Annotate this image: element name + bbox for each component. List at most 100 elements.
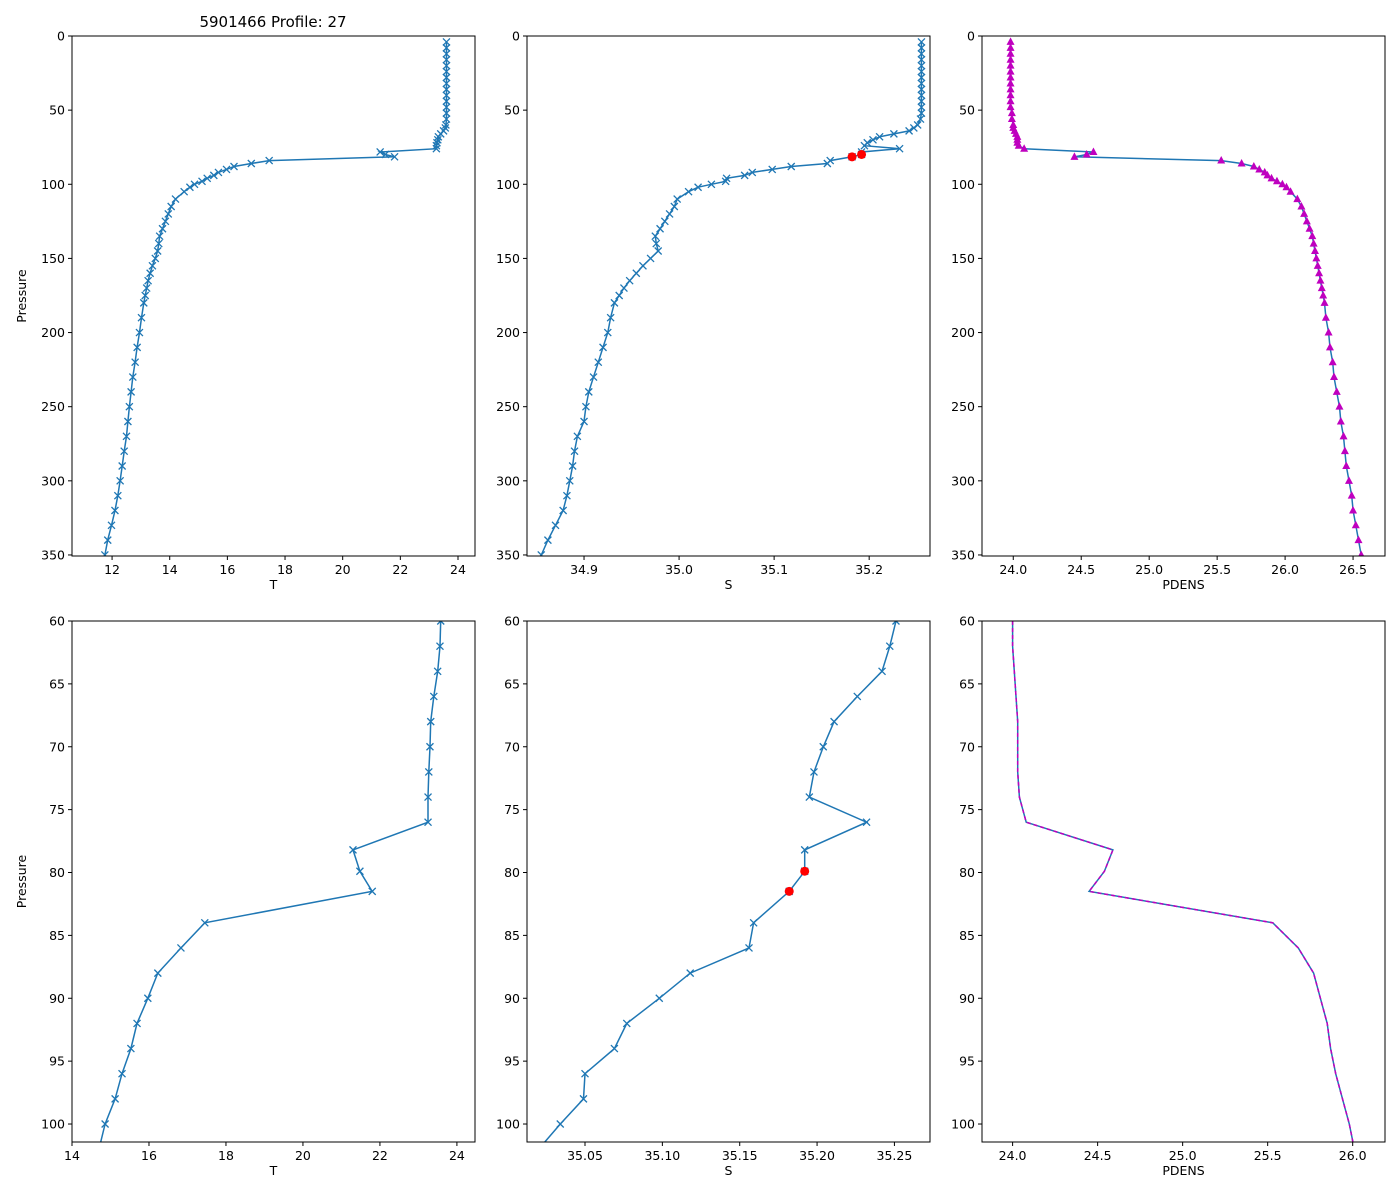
data-point-marker: [442, 61, 451, 70]
x-axis-label: PDENS: [1162, 577, 1204, 592]
data-point-marker: [203, 174, 212, 183]
data-point-marker: [198, 177, 206, 186]
data-point-marker: [436, 621, 445, 625]
data-point-marker: [442, 85, 451, 94]
x-tick-label: 12: [104, 562, 120, 577]
data-point-marker: [768, 165, 777, 174]
data-point-marker: [632, 269, 641, 278]
data-point-marker: [1336, 417, 1345, 425]
data-point-marker: [133, 343, 142, 352]
data-point-marker: [748, 168, 757, 177]
data-point-marker: [917, 85, 926, 94]
panel-3-t: 14 16 18 20 22 24 60 65 70 75 80 85 90 95 100 T Pressure: [14, 614, 476, 1178]
data-point-marker: [684, 187, 693, 196]
axes-frame: [526, 35, 931, 557]
data-point-marker: [442, 79, 451, 88]
x-tick-label: 25.0: [1169, 1148, 1197, 1163]
data-point-marker: [349, 845, 357, 854]
data-point-marker: [133, 1019, 142, 1028]
data-point-marker: [1330, 372, 1339, 381]
x-tick-label: 25.0: [1135, 562, 1163, 577]
data-point-marker: [1006, 61, 1015, 69]
data-point-marker: [787, 162, 796, 171]
data-point-marker: [1006, 102, 1015, 111]
data-point-marker: [434, 132, 443, 141]
series-line-s: [540, 41, 923, 556]
data-point-marker: [1082, 149, 1091, 158]
data-point-marker: [1340, 446, 1349, 455]
x-tick-label: 16: [141, 1148, 157, 1163]
x-tick-label: 34.9: [570, 562, 598, 577]
plot-area: [1006, 37, 1365, 556]
series-line-pdens: [1011, 621, 1354, 1142]
panel-5-pdens: 24.0 24.5 25.0 25.5 26.0 60 65 70 75 80 85 90 95 100 P…: [951, 614, 1386, 1178]
y-tick-label: 90: [49, 991, 65, 1006]
data-point-marker: [426, 742, 434, 751]
y-tick-label: 75: [49, 802, 65, 817]
x-tick-label: 35.20: [799, 1148, 835, 1163]
data-point-marker: [1237, 159, 1246, 167]
data-point-marker: [579, 1094, 588, 1103]
data-point-marker: [1354, 535, 1363, 544]
x-tick-label: 20: [335, 562, 351, 577]
data-point-marker: [1272, 176, 1281, 185]
data-point-marker: [429, 692, 438, 701]
data-point-marker: [1325, 342, 1334, 351]
y-tick-label: 150: [41, 251, 65, 266]
data-point-marker: [442, 109, 451, 118]
data-point-marker: [122, 432, 131, 441]
data-point-marker: [570, 447, 579, 456]
series-line-dashed: [1011, 621, 1354, 1142]
data-point-marker: [1006, 43, 1015, 51]
data-point-marker: [180, 187, 189, 196]
data-point-marker: [1070, 152, 1079, 160]
chart-title: 5901466 Profile: 27: [199, 13, 346, 31]
data-point-marker: [917, 79, 926, 88]
series-line-t: [99, 621, 442, 1142]
plot-area: [99, 621, 445, 1142]
y-tick-label: 100: [41, 1117, 65, 1132]
data-point-marker: [1313, 261, 1322, 269]
data-point-marker: [619, 284, 628, 293]
y-tick-label: 65: [959, 676, 975, 691]
x-tick-label: 26.5: [1339, 562, 1367, 577]
x-tick-label: 35.10: [644, 1148, 680, 1163]
data-point-marker: [442, 37, 451, 46]
data-point-marker: [589, 373, 598, 381]
data-point-marker: [125, 402, 134, 411]
data-point-marker: [740, 171, 749, 180]
data-point-marker: [426, 717, 435, 726]
data-point-marker: [1267, 173, 1276, 182]
plot-area: [100, 37, 451, 556]
y-tick-label: 300: [41, 473, 65, 488]
data-point-marker: [606, 313, 615, 322]
panel-2-pdens: 24.0 24.5 25.0 25.5 26.0 26.5 0 50 100 150 200 250 3…: [951, 29, 1386, 592]
data-point-marker: [1320, 298, 1329, 306]
data-point-marker: [381, 150, 390, 159]
data-point-marker: [131, 358, 140, 367]
y-axis-label: Pressure: [14, 269, 29, 323]
x-axis-label: T: [269, 1163, 278, 1178]
y-tick-label: 250: [41, 399, 65, 414]
y-tick-label: 85: [959, 928, 975, 943]
data-point-marker: [100, 551, 109, 556]
axes-frame: [526, 620, 931, 1143]
data-point-marker: [581, 402, 590, 411]
data-point-marker: [1311, 246, 1320, 254]
data-point-marker: [1249, 161, 1258, 170]
y-tick-label: 95: [959, 1054, 975, 1069]
x-tick-label: 18: [277, 562, 293, 577]
x-tick-label: 22: [392, 562, 408, 577]
data-point-marker: [103, 536, 112, 545]
data-point-marker: [142, 284, 151, 293]
data-point-marker: [1255, 164, 1264, 173]
data-point-marker: [1089, 147, 1098, 155]
data-point-marker: [1007, 114, 1016, 123]
data-point-marker: [869, 135, 877, 144]
y-tick-label: 85: [49, 928, 65, 943]
y-tick-label: 60: [49, 614, 65, 629]
data-point-marker: [153, 247, 162, 255]
data-point-marker: [686, 969, 695, 978]
data-point-marker: [1293, 194, 1302, 203]
